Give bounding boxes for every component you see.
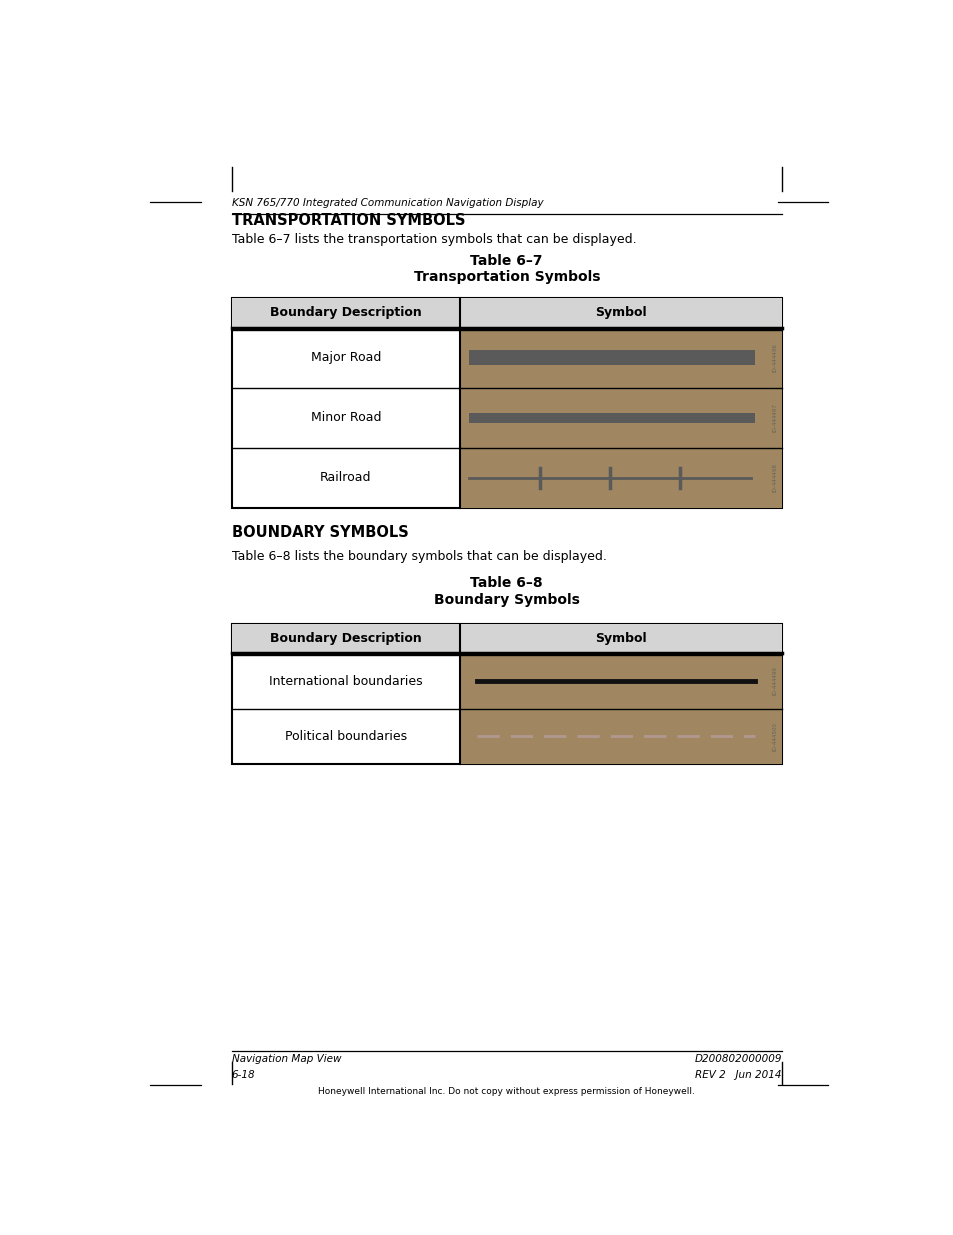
Text: ID-444496: ID-444496 — [772, 343, 777, 372]
Bar — [459, 388, 781, 448]
Bar — [459, 448, 781, 508]
Text: Major Road: Major Road — [311, 351, 380, 364]
Bar — [232, 299, 781, 508]
Text: BOUNDARY SYMBOLS: BOUNDARY SYMBOLS — [232, 525, 408, 540]
Bar — [459, 327, 781, 388]
Text: Transportation Symbols: Transportation Symbols — [413, 270, 599, 284]
Text: TRANSPORTATION SYMBOLS: TRANSPORTATION SYMBOLS — [232, 212, 465, 227]
Text: ID-444500: ID-444500 — [772, 722, 777, 751]
Text: International boundaries: International boundaries — [269, 674, 422, 688]
Text: Table 6–8: Table 6–8 — [470, 577, 542, 590]
Text: 6-18: 6-18 — [232, 1070, 255, 1079]
Text: Navigation Map View: Navigation Map View — [232, 1053, 341, 1063]
Text: REV 2   Jun 2014: REV 2 Jun 2014 — [695, 1070, 781, 1079]
Text: Railroad: Railroad — [319, 472, 371, 484]
Text: Table 6–8 lists the boundary symbols that can be displayed.: Table 6–8 lists the boundary symbols tha… — [232, 551, 606, 563]
Bar — [232, 624, 781, 653]
Text: Table 6–7: Table 6–7 — [470, 253, 542, 268]
Text: ID-444498: ID-444498 — [772, 463, 777, 493]
Text: Minor Road: Minor Road — [311, 411, 380, 424]
Text: Boundary Symbols: Boundary Symbols — [434, 593, 579, 608]
Bar — [232, 624, 781, 764]
Text: Table 6–7 lists the transportation symbols that can be displayed.: Table 6–7 lists the transportation symbo… — [232, 233, 636, 246]
Text: Political boundaries: Political boundaries — [284, 730, 406, 743]
Text: Honeywell International Inc. Do not copy without express permission of Honeywell: Honeywell International Inc. Do not copy… — [318, 1087, 695, 1095]
Text: KSN 765/770 Integrated Communication Navigation Display: KSN 765/770 Integrated Communication Nav… — [232, 199, 542, 209]
Bar — [459, 653, 781, 709]
Text: Boundary Description: Boundary Description — [270, 632, 421, 645]
Text: ID-444499: ID-444499 — [772, 667, 777, 695]
Bar — [459, 709, 781, 764]
Text: Symbol: Symbol — [595, 306, 646, 320]
Bar — [469, 412, 754, 422]
Text: D200802000009: D200802000009 — [694, 1053, 781, 1063]
Bar — [469, 350, 754, 366]
Bar — [232, 299, 781, 327]
Text: Boundary Description: Boundary Description — [270, 306, 421, 320]
Text: ID-444497: ID-444497 — [772, 404, 777, 432]
Text: Symbol: Symbol — [595, 632, 646, 645]
